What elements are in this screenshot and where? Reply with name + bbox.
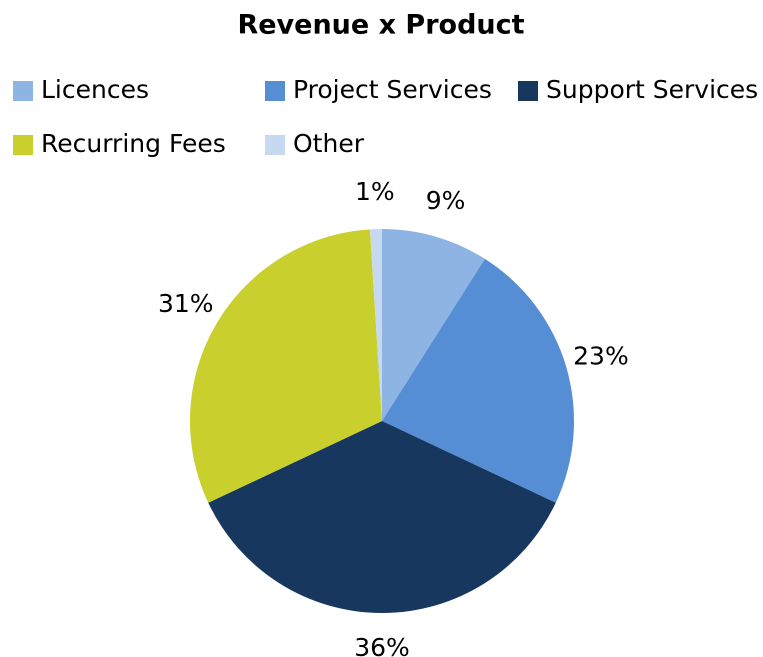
legend-swatch <box>13 81 33 101</box>
legend-label: Project Services <box>293 75 492 104</box>
pie-slice <box>369 229 382 421</box>
pie-slice <box>208 421 556 614</box>
data-label: 1% <box>355 177 395 206</box>
pie-slice <box>382 258 575 503</box>
legend-swatch <box>265 81 285 101</box>
pie-slice <box>382 229 485 421</box>
pie-slice <box>189 229 382 503</box>
legend-label: Recurring Fees <box>41 129 226 158</box>
legend-swatch <box>518 81 538 101</box>
chart-title: Revenue x Product <box>237 10 524 41</box>
legend-label: Support Services <box>546 75 758 104</box>
data-label: 31% <box>158 289 214 318</box>
data-label: 36% <box>354 633 410 657</box>
legend-label: Licences <box>41 75 149 104</box>
legend-label: Other <box>293 129 365 158</box>
data-label: 23% <box>573 341 629 370</box>
data-label: 9% <box>426 186 466 215</box>
legend-swatch <box>265 135 285 155</box>
legend-swatch <box>13 135 33 155</box>
